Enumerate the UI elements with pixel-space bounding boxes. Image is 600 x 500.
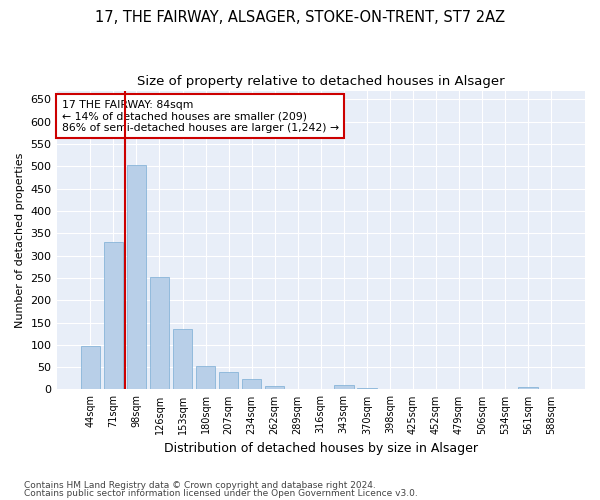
Bar bbox=[357, 388, 377, 390]
Y-axis label: Number of detached properties: Number of detached properties bbox=[15, 152, 25, 328]
Bar bbox=[265, 386, 284, 390]
Bar bbox=[80, 346, 100, 390]
Bar bbox=[288, 388, 308, 390]
Bar bbox=[104, 242, 123, 390]
Text: Contains public sector information licensed under the Open Government Licence v3: Contains public sector information licen… bbox=[24, 489, 418, 498]
Title: Size of property relative to detached houses in Alsager: Size of property relative to detached ho… bbox=[137, 75, 505, 88]
Bar bbox=[518, 387, 538, 390]
Bar bbox=[173, 329, 193, 390]
Bar bbox=[127, 165, 146, 390]
Bar bbox=[149, 276, 169, 390]
Text: Contains HM Land Registry data © Crown copyright and database right 2024.: Contains HM Land Registry data © Crown c… bbox=[24, 480, 376, 490]
Text: 17 THE FAIRWAY: 84sqm
← 14% of detached houses are smaller (209)
86% of semi-det: 17 THE FAIRWAY: 84sqm ← 14% of detached … bbox=[62, 100, 339, 132]
Text: 17, THE FAIRWAY, ALSAGER, STOKE-ON-TRENT, ST7 2AZ: 17, THE FAIRWAY, ALSAGER, STOKE-ON-TRENT… bbox=[95, 10, 505, 25]
Bar bbox=[311, 388, 331, 390]
X-axis label: Distribution of detached houses by size in Alsager: Distribution of detached houses by size … bbox=[164, 442, 478, 455]
Bar bbox=[219, 372, 238, 390]
Bar bbox=[242, 379, 262, 390]
Bar bbox=[196, 366, 215, 390]
Bar bbox=[334, 385, 353, 390]
